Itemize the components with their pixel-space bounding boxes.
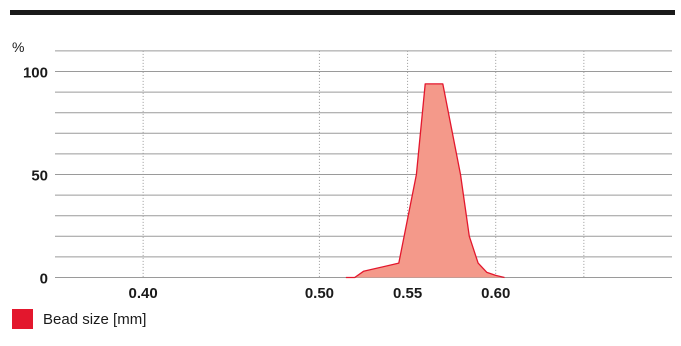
grid-layer: [55, 50, 672, 278]
series-line: [345, 83, 505, 279]
legend: Bead size [mm]: [12, 309, 146, 329]
y-tick-label: 100: [23, 65, 48, 82]
x-tick-label: 0.60: [481, 285, 510, 302]
area-layer: [345, 83, 505, 279]
series-area-fill: [345, 83, 505, 278]
x-tick-label: 0.50: [305, 285, 334, 302]
label-layer: 0 50 100% 0.40 0.50 0.55 0.60: [12, 39, 510, 302]
x-tick-label: 0.55: [393, 285, 422, 302]
x-tick-label: 0.40: [129, 285, 158, 302]
y-tick-label: 50: [31, 168, 48, 185]
top-rule: [10, 10, 675, 15]
legend-swatch: [12, 309, 33, 329]
y-tick-label: 0: [40, 271, 48, 288]
y-axis-unit: %: [12, 39, 24, 55]
legend-label: Bead size [mm]: [43, 310, 147, 328]
